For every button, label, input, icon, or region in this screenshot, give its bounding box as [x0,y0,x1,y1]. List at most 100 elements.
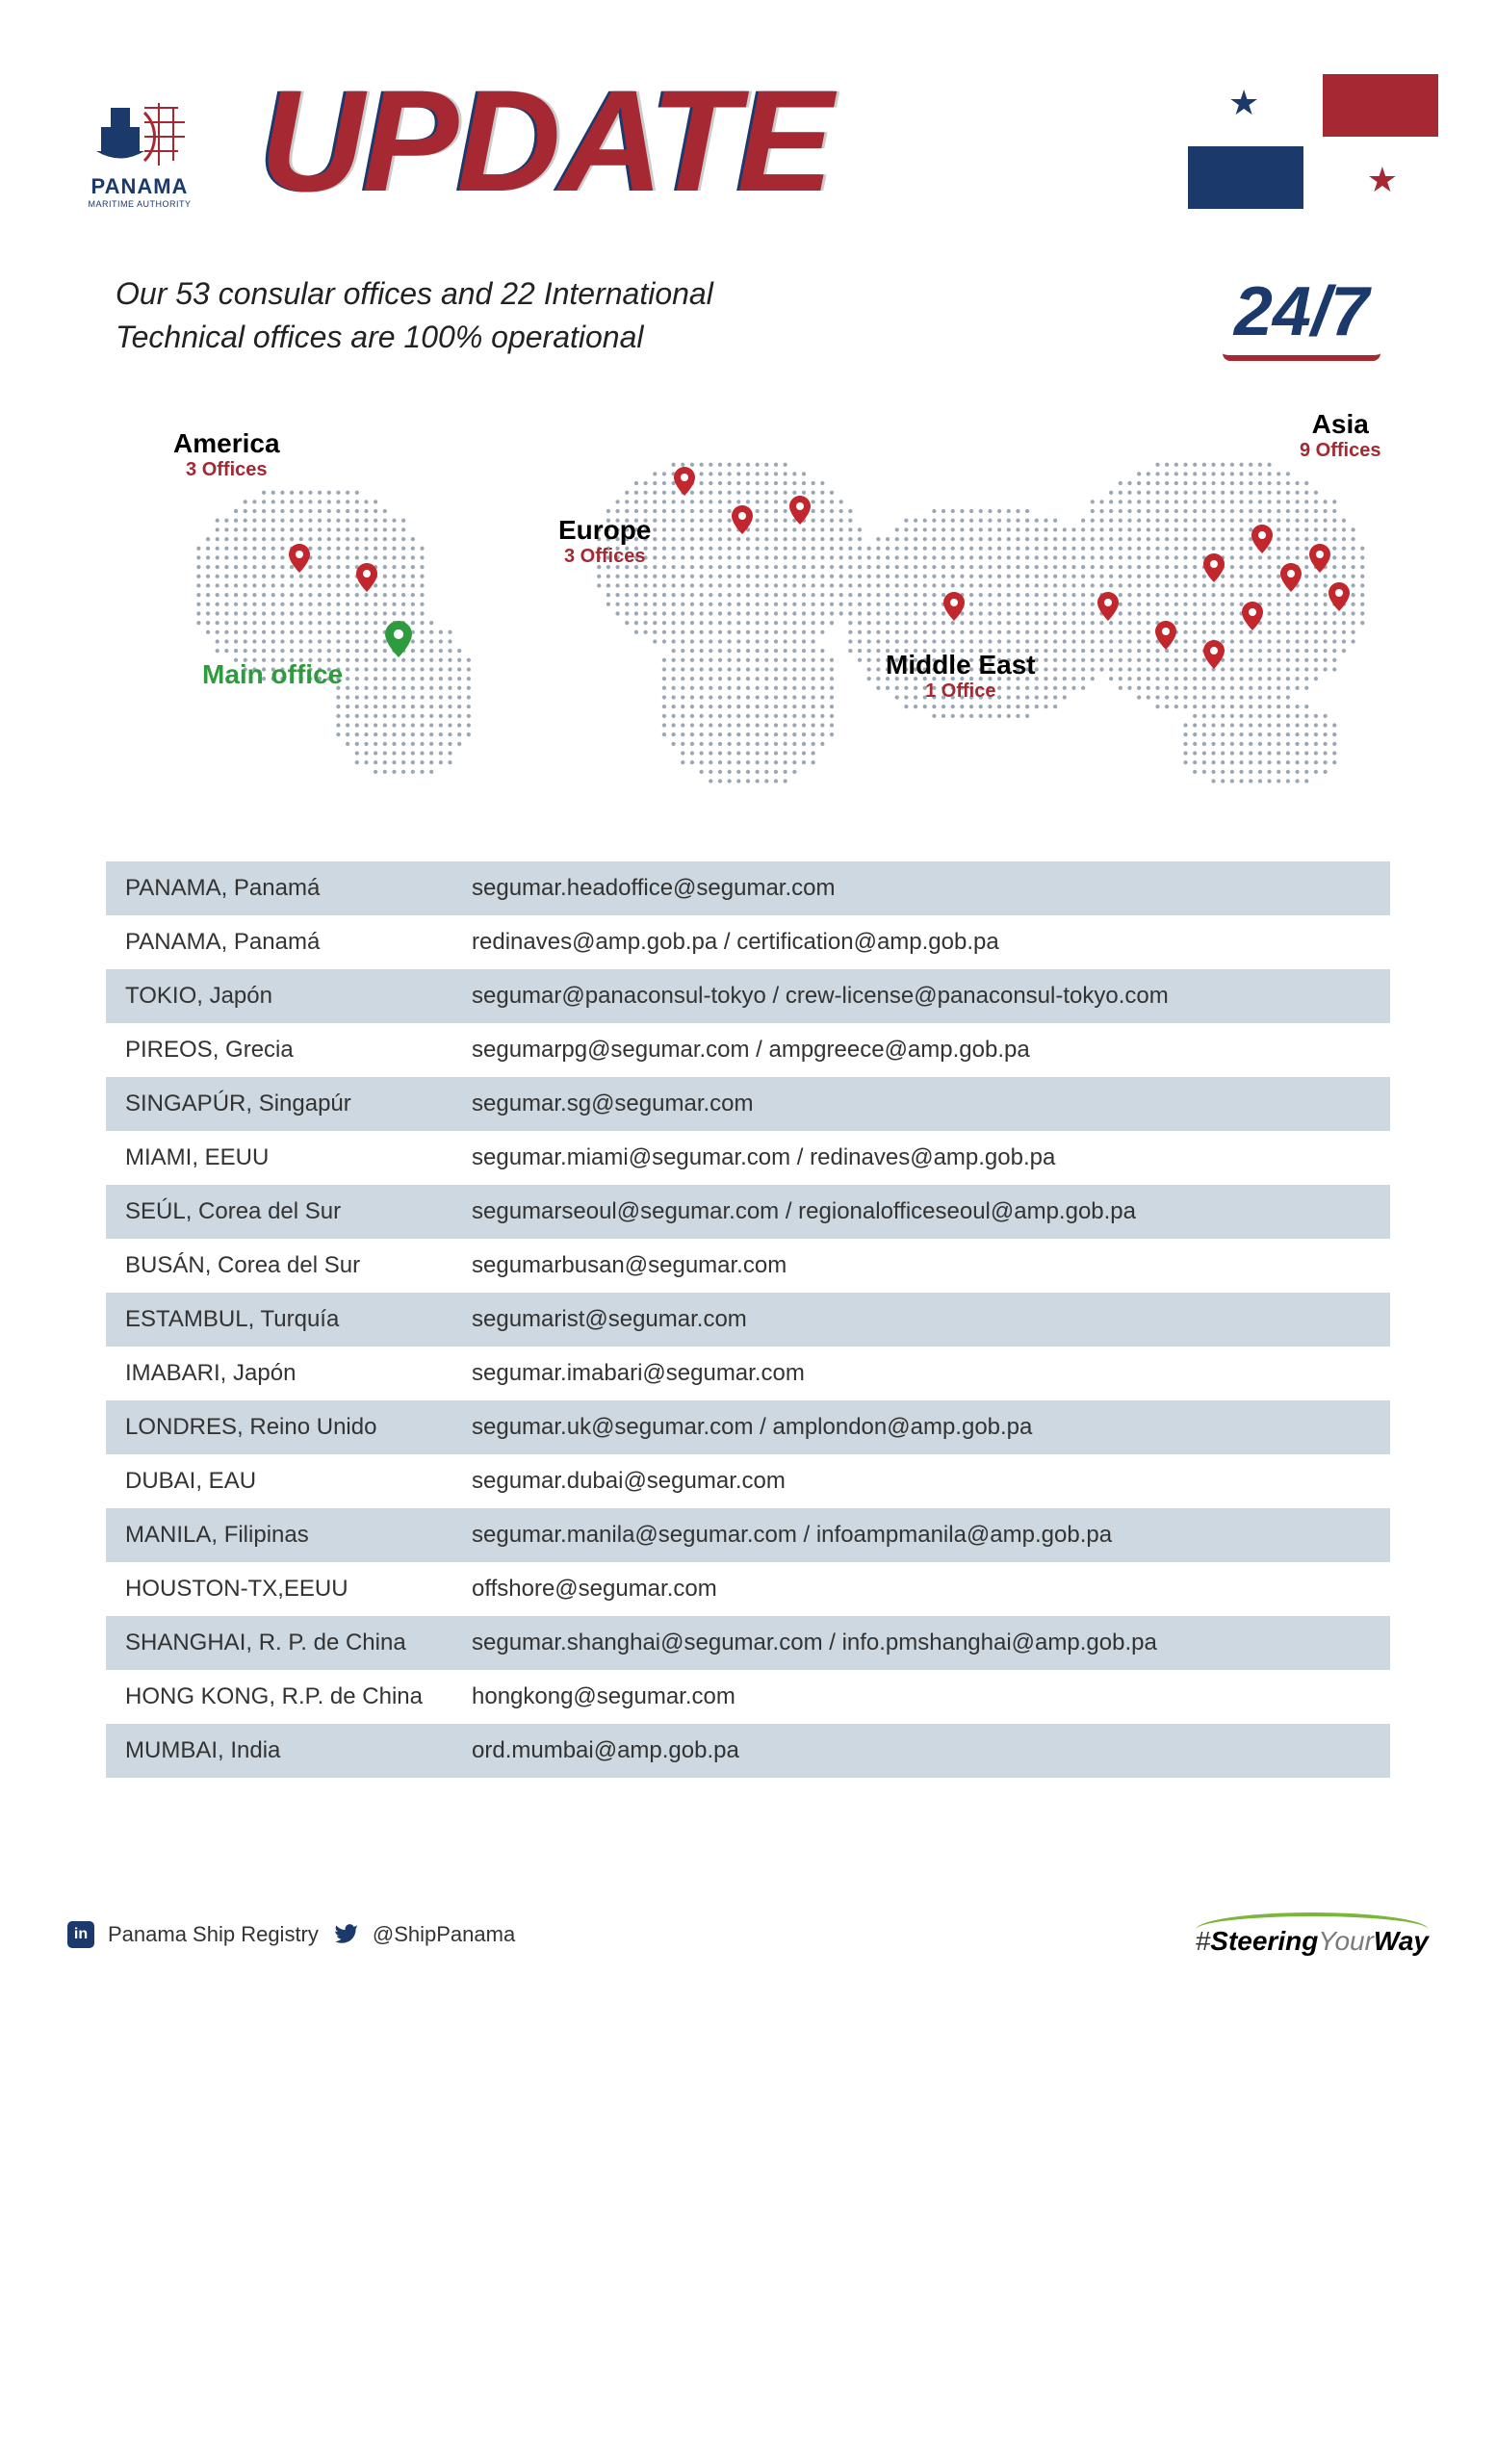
map-pin-icon [1242,602,1263,630]
table-row: DUBAI, EAUsegumar.dubai@segumar.com [106,1454,1390,1508]
table-row: HOUSTON-TX,EEUUoffshore@segumar.com [106,1562,1390,1616]
subheader: Our 53 consular offices and 22 Internati… [116,272,1380,361]
office-location: ESTAMBUL, Turquía [125,1306,472,1333]
linkedin-icon[interactable]: in [67,1921,94,1948]
map-pin-icon [1203,640,1225,669]
world-map: America3 OfficesEurope3 OfficesMiddle Ea… [96,399,1400,823]
map-pin-icon [1251,525,1273,553]
office-location: SEÚL, Corea del Sur [125,1198,472,1225]
map-pin-icon [1203,553,1225,582]
region-name: Europe [558,515,651,546]
office-email[interactable]: segumarpg@segumar.com / ampgreece@amp.go… [472,1037,1371,1064]
map-pin-icon [732,505,753,534]
main-office-label: Main office [202,659,343,690]
map-pin-icon [289,544,310,573]
hashtag-your: Your [1318,1926,1374,1956]
panama-flag-icon: ★ ★ [1188,74,1438,209]
table-row: PIREOS, Greciasegumarpg@segumar.com / am… [106,1023,1390,1077]
map-pin-icon [789,496,811,525]
table-row: MUMBAI, Indiaord.mumbai@amp.gob.pa [106,1724,1390,1778]
office-location: LONDRES, Reino Unido [125,1414,472,1441]
logo-name: PANAMA [91,174,189,199]
linkedin-label[interactable]: Panama Ship Registry [108,1922,319,1947]
region-name: America [173,428,280,459]
office-email[interactable]: hongkong@segumar.com [472,1683,1371,1710]
office-location: BUSÁN, Corea del Sur [125,1252,472,1279]
table-row: SEÚL, Corea del Sursegumarseoul@segumar.… [106,1185,1390,1239]
table-row: PANAMA, Panamásegumar.headoffice@segumar… [106,861,1390,915]
map-pin-icon [674,467,695,496]
office-location: PANAMA, Panamá [125,929,472,956]
map-pin-icon [1097,592,1119,621]
office-location: PANAMA, Panamá [125,875,472,902]
badge-247: 24/7 [1223,272,1380,361]
header: PANAMA MARITIME AUTHORITY UPDATE ★ ★ [58,58,1438,224]
region-label: Asia9 Offices [1300,409,1380,462]
twitter-handle[interactable]: @ShipPanama [373,1922,515,1947]
table-row: HONG KONG, R.P. de Chinahongkong@segumar… [106,1670,1390,1724]
region-count: 9 Offices [1300,440,1380,462]
hashtag-hash: # [1196,1926,1211,1956]
office-location: PIREOS, Grecia [125,1037,472,1064]
map-pin-icon [1280,563,1302,592]
office-email[interactable]: segumar.uk@segumar.com / amplondon@amp.g… [472,1414,1371,1441]
office-email[interactable]: redinaves@amp.gob.pa / certification@amp… [472,929,1371,956]
footer: in Panama Ship Registry @ShipPanama #Ste… [58,1912,1438,1957]
office-email[interactable]: segumar.headoffice@segumar.com [472,875,1371,902]
region-label: Middle East1 Office [886,650,1036,703]
map-dots-icon [96,399,1400,809]
offices-table: PANAMA, Panamásegumar.headoffice@segumar… [106,861,1390,1778]
office-location: HOUSTON-TX,EEUU [125,1576,472,1603]
page-title: UPDATE [260,58,1149,224]
office-email[interactable]: segumar.manila@segumar.com / infoampmani… [472,1522,1371,1549]
region-count: 1 Office [886,680,1036,703]
table-row: MIAMI, EEUUsegumar.miami@segumar.com / r… [106,1131,1390,1185]
table-row: LONDRES, Reino Unidosegumar.uk@segumar.c… [106,1400,1390,1454]
office-email[interactable]: segumarbusan@segumar.com [472,1252,1371,1279]
table-row: BUSÁN, Corea del Sursegumarbusan@segumar… [106,1239,1390,1293]
table-row: PANAMA, Panamáredinaves@amp.gob.pa / cer… [106,915,1390,969]
office-location: TOKIO, Japón [125,983,472,1010]
office-email[interactable]: segumar.sg@segumar.com [472,1091,1371,1117]
office-email[interactable]: segumarseoul@segumar.com / regionaloffic… [472,1198,1371,1225]
region-count: 3 Offices [558,546,651,568]
office-email[interactable]: segumar.imabari@segumar.com [472,1360,1371,1387]
hashtag-slogan: #SteeringYourWay [1196,1912,1429,1957]
office-location: MUMBAI, India [125,1737,472,1764]
office-email[interactable]: segumar.dubai@segumar.com [472,1468,1371,1495]
office-location: DUBAI, EAU [125,1468,472,1495]
social-links: in Panama Ship Registry @ShipPanama [67,1921,515,1948]
logo-icon [77,74,202,170]
region-label: Europe3 Offices [558,515,651,568]
office-location: SINGAPÚR, Singapúr [125,1091,472,1117]
twitter-icon[interactable] [332,1921,359,1948]
table-row: IMABARI, Japónsegumar.imabari@segumar.co… [106,1347,1390,1400]
office-email[interactable]: segumar.shanghai@segumar.com / info.pmsh… [472,1630,1371,1656]
logo: PANAMA MARITIME AUTHORITY [58,74,221,209]
office-location: IMABARI, Japón [125,1360,472,1387]
office-email[interactable]: offshore@segumar.com [472,1576,1371,1603]
map-pin-icon [1155,621,1176,650]
table-row: SHANGHAI, R. P. de Chinasegumar.shanghai… [106,1616,1390,1670]
office-location: SHANGHAI, R. P. de China [125,1630,472,1656]
main-office-pin-icon [385,621,406,650]
office-location: MANILA, Filipinas [125,1522,472,1549]
table-row: ESTAMBUL, Turquíasegumarist@segumar.com [106,1293,1390,1347]
office-location: MIAMI, EEUU [125,1144,472,1171]
table-row: TOKIO, Japónsegumar@panaconsul-tokyo / c… [106,969,1390,1023]
hashtag-way: Way [1374,1926,1429,1956]
office-location: HONG KONG, R.P. de China [125,1683,472,1710]
hashtag-steering: Steering [1210,1926,1318,1956]
office-email[interactable]: ord.mumbai@amp.gob.pa [472,1737,1371,1764]
region-name: Asia [1300,409,1380,440]
map-pin-icon [1309,544,1330,573]
office-email[interactable]: segumarist@segumar.com [472,1306,1371,1333]
table-row: SINGAPÚR, Singapúrsegumar.sg@segumar.com [106,1077,1390,1131]
map-pin-icon [1328,582,1350,611]
region-count: 3 Offices [173,459,280,481]
map-pin-icon [356,563,377,592]
region-name: Middle East [886,650,1036,680]
office-email[interactable]: segumar@panaconsul-tokyo / crew-license@… [472,983,1371,1010]
office-email[interactable]: segumar.miami@segumar.com / redinaves@am… [472,1144,1371,1171]
logo-sub: MARITIME AUTHORITY [88,199,191,209]
